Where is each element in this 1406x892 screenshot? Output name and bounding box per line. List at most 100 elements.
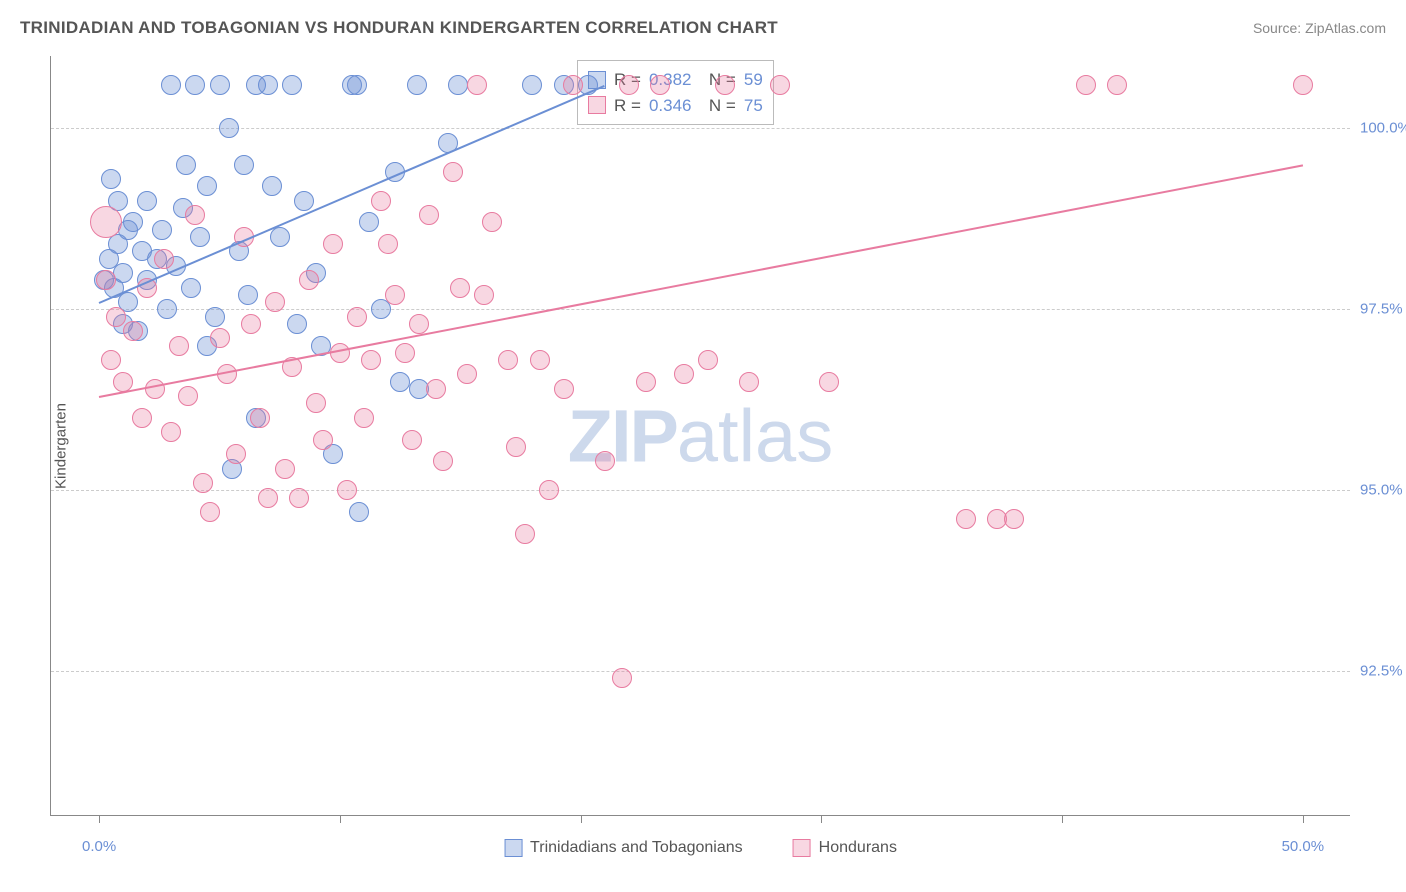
data-point <box>349 502 369 522</box>
data-point <box>1107 75 1127 95</box>
data-point <box>152 220 172 240</box>
x-tick <box>581 815 582 823</box>
data-point <box>498 350 518 370</box>
data-point <box>161 422 181 442</box>
data-point <box>650 75 670 95</box>
stats-swatch-icon <box>588 96 606 114</box>
data-point <box>270 227 290 247</box>
data-point <box>90 206 122 238</box>
data-point <box>739 372 759 392</box>
data-point <box>197 176 217 196</box>
data-point <box>522 75 542 95</box>
data-point <box>157 299 177 319</box>
data-point <box>956 509 976 529</box>
stat-r-label: R = <box>614 93 641 119</box>
data-point <box>819 372 839 392</box>
data-point <box>359 212 379 232</box>
x-tick <box>1303 815 1304 823</box>
y-tick-label: 95.0% <box>1360 482 1406 499</box>
data-point <box>636 372 656 392</box>
data-point <box>234 155 254 175</box>
gridline-h <box>51 128 1350 129</box>
data-point <box>181 278 201 298</box>
data-point <box>96 270 116 290</box>
data-point <box>101 350 121 370</box>
legend-swatch-icon <box>793 839 811 857</box>
data-point <box>395 343 415 363</box>
data-point <box>347 75 367 95</box>
stat-n-value: 75 <box>744 93 763 119</box>
watermark-bold: ZIP <box>568 394 677 477</box>
trend-line <box>99 85 605 304</box>
data-point <box>289 488 309 508</box>
data-point <box>482 212 502 232</box>
gridline-h <box>51 309 1350 310</box>
legend-item-hondurans: Hondurans <box>793 839 897 857</box>
data-point <box>443 162 463 182</box>
data-point <box>530 350 550 370</box>
data-point <box>210 75 230 95</box>
x-tick <box>99 815 100 823</box>
data-point <box>265 292 285 312</box>
x-tick <box>1062 815 1063 823</box>
data-point <box>210 328 230 348</box>
data-point <box>275 459 295 479</box>
data-point <box>113 372 133 392</box>
data-point <box>419 205 439 225</box>
stats-row: R = 0.346 N = 75 <box>588 93 763 119</box>
data-point <box>390 372 410 392</box>
data-point <box>347 307 367 327</box>
gridline-h <box>51 671 1350 672</box>
data-point <box>612 668 632 688</box>
data-point <box>506 437 526 457</box>
data-point <box>178 386 198 406</box>
source-attribution: Source: ZipAtlas.com <box>1253 20 1386 36</box>
data-point <box>185 75 205 95</box>
data-point <box>132 408 152 428</box>
data-point <box>563 75 583 95</box>
data-point <box>595 451 615 471</box>
y-tick-label: 100.0% <box>1360 120 1406 137</box>
data-point <box>161 75 181 95</box>
data-point <box>354 408 374 428</box>
legend-item-trinidadians: Trinidadians and Tobagonians <box>504 839 743 857</box>
stats-row: R = 0.382 N = 59 <box>588 67 763 93</box>
data-point <box>306 393 326 413</box>
data-point <box>619 75 639 95</box>
data-point <box>241 314 261 334</box>
data-point <box>515 524 535 544</box>
watermark-light: atlas <box>677 394 833 477</box>
data-point <box>190 227 210 247</box>
legend-swatch-icon <box>504 839 522 857</box>
y-tick-label: 92.5% <box>1360 663 1406 680</box>
data-point <box>378 234 398 254</box>
data-point <box>361 350 381 370</box>
data-point <box>205 307 225 327</box>
data-point <box>457 364 477 384</box>
data-point <box>169 336 189 356</box>
data-point <box>154 249 174 269</box>
stat-n-value: 59 <box>744 67 763 93</box>
data-point <box>1076 75 1096 95</box>
data-point <box>185 205 205 225</box>
legend: Trinidadians and Tobagonians Hondurans <box>504 839 897 857</box>
data-point <box>1293 75 1313 95</box>
x-tick <box>340 815 341 823</box>
data-point <box>123 321 143 341</box>
data-point <box>226 444 246 464</box>
data-point <box>698 350 718 370</box>
data-point <box>282 75 302 95</box>
data-point <box>674 364 694 384</box>
data-point <box>539 480 559 500</box>
data-point <box>426 379 446 399</box>
data-point <box>106 307 126 327</box>
x-tick-label: 0.0% <box>82 838 116 855</box>
data-point <box>123 212 143 232</box>
data-point <box>409 314 429 334</box>
data-point <box>137 191 157 211</box>
data-point <box>200 502 220 522</box>
data-point <box>145 379 165 399</box>
data-point <box>323 234 343 254</box>
data-point <box>313 430 333 450</box>
data-point <box>407 75 427 95</box>
